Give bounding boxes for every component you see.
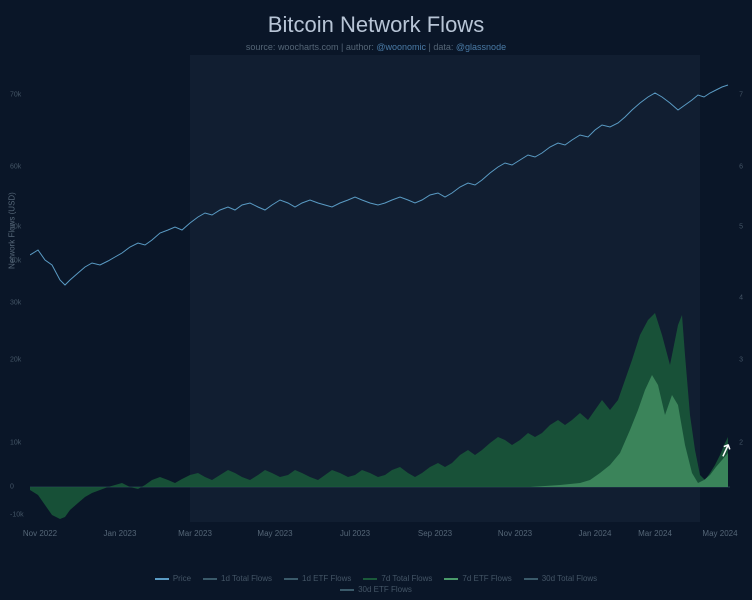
legend-item: 1d ETF Flows: [284, 574, 351, 583]
legend-label: 7d ETF Flows: [462, 574, 511, 583]
ytick-left: 40k: [10, 258, 21, 265]
legend-item: Price: [155, 574, 191, 583]
ytick-left: 50k: [10, 224, 21, 231]
legend-item: 1d Total Flows: [203, 574, 272, 583]
xtick: May 2024: [702, 529, 737, 538]
ytick-left: 60k: [10, 164, 21, 171]
legend-swatch: [340, 589, 354, 591]
xtick: Jan 2024: [579, 529, 612, 538]
legend: Price 1d Total Flows 1d ETF Flows 7d Total …: [0, 574, 752, 596]
legend-swatch: [284, 578, 298, 580]
ytick-left: 10k: [10, 440, 21, 447]
xtick: Sep 2023: [418, 529, 452, 538]
xtick: Jan 2023: [104, 529, 137, 538]
ytick-left: 70k: [10, 92, 21, 99]
legend-swatch: [444, 578, 458, 580]
xtick: Nov 2022: [23, 529, 57, 538]
xtick: Mar 2024: [638, 529, 672, 538]
chart-area: Network Flows (USD) ↗ -10k010k20k30k40k5…: [30, 55, 730, 550]
legend-item: 30d Total Flows: [524, 574, 597, 583]
ytick-left: 0: [10, 484, 14, 491]
ytick-right: 7: [739, 92, 743, 99]
legend-item: 7d Total Flows: [363, 574, 432, 583]
legend-label: 1d Total Flows: [221, 574, 272, 583]
ytick-right: 3: [739, 357, 743, 364]
ytick-right: 5: [739, 224, 743, 231]
ytick-left: 30k: [10, 300, 21, 307]
legend-label: 7d Total Flows: [381, 574, 432, 583]
ytick-right: 6: [739, 164, 743, 171]
chart-svg: [30, 55, 730, 522]
ytick-right: 2: [739, 440, 743, 447]
legend-item: 7d ETF Flows: [444, 574, 511, 583]
xtick: Nov 2023: [498, 529, 532, 538]
xtick: May 2023: [257, 529, 292, 538]
legend-swatch: [524, 578, 538, 580]
legend-swatch: [363, 578, 377, 580]
legend-label: Price: [173, 574, 191, 583]
ytick-left: -10k: [10, 512, 24, 519]
chart-subtitle: source: woocharts.com | author: @woonomi…: [0, 42, 752, 52]
xtick: Jul 2023: [340, 529, 370, 538]
ytick-left: 20k: [10, 357, 21, 364]
legend-swatch: [203, 578, 217, 580]
legend-item: 30d ETF Flows: [340, 585, 412, 594]
ytick-right: 4: [739, 295, 743, 302]
author-link[interactable]: @woonomic: [376, 42, 426, 52]
legend-label: 30d Total Flows: [542, 574, 597, 583]
data-link[interactable]: @glassnode: [456, 42, 506, 52]
legend-swatch: [155, 578, 169, 580]
legend-label: 30d ETF Flows: [358, 585, 412, 594]
xtick: Mar 2023: [178, 529, 212, 538]
chart-title: Bitcoin Network Flows: [0, 0, 752, 38]
legend-label: 1d ETF Flows: [302, 574, 351, 583]
